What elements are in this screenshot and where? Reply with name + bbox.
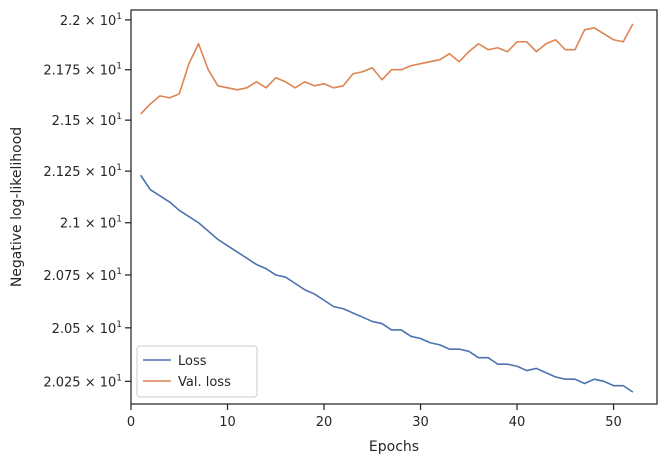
y-tick-label: 2.175 × 101: [43, 62, 122, 79]
y-axis-label: Negative log-likelihood: [9, 127, 25, 287]
series-line-2: [140, 23, 634, 115]
y-tick-label: 2.2 × 101: [60, 12, 122, 29]
y-tick-label: 2.125 × 101: [43, 163, 122, 180]
y-axis: 2.025 × 101 2.05 × 101 2.075 × 101 2.1 × 10…: [43, 12, 131, 390]
legend-label: Loss: [178, 354, 207, 369]
x-tick-label: 20: [316, 415, 333, 430]
x-tick-label: 50: [605, 415, 622, 430]
y-tick-label: 2.15 × 101: [52, 112, 122, 129]
legend-box: [136, 345, 258, 398]
y-tick-label: 2.05 × 101: [52, 320, 122, 337]
x-axis-label: Epochs: [369, 439, 419, 455]
x-tick-label: 10: [219, 415, 236, 430]
y-tick-label: 2.025 × 101: [43, 373, 122, 390]
x-tick-label: 0: [127, 415, 135, 430]
series-line-1: [139, 174, 634, 393]
x-tick-label: 40: [509, 415, 526, 430]
legend: Loss Val. loss: [136, 345, 258, 398]
y-tick-label: 2.1 × 101: [60, 215, 122, 232]
x-axis: 0 10 20 30 40 50: [127, 404, 622, 430]
plot-lines: [139, 23, 634, 393]
x-tick-label: 30: [412, 415, 429, 430]
y-tick-label: 2.075 × 101: [43, 267, 122, 284]
legend-label: Val. loss: [178, 375, 231, 390]
plot-frame: [130, 9, 658, 405]
